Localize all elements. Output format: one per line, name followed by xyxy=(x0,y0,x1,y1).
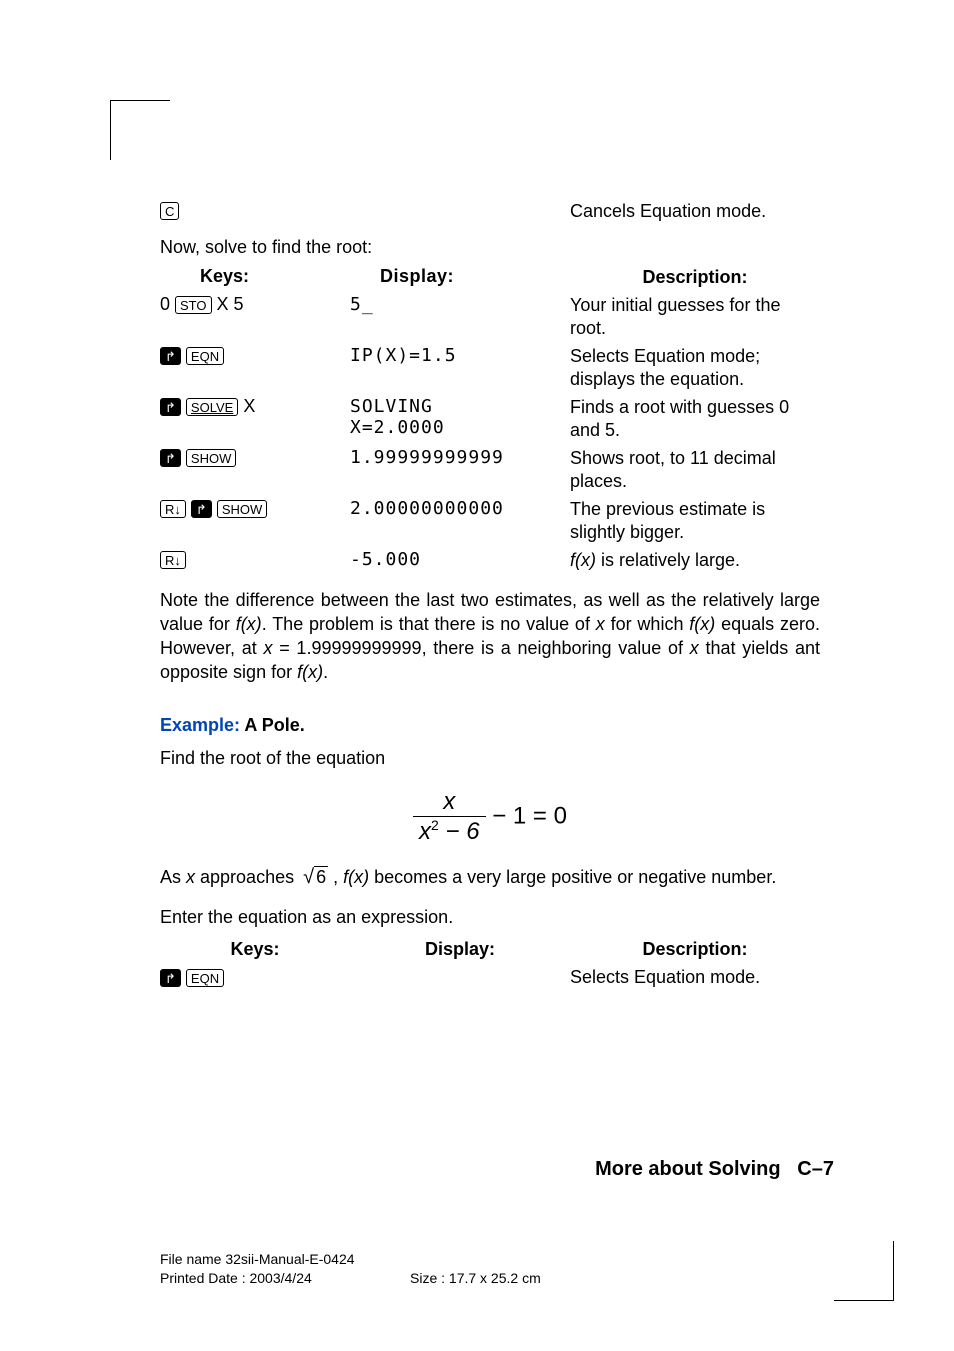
example-intro: Find the root of the equation xyxy=(160,746,820,770)
eqn-key: EQN xyxy=(186,969,224,987)
shift-key-icon: ↱ xyxy=(191,500,212,518)
hdr-keys: Keys: xyxy=(160,266,350,287)
hdr2-display: Display: xyxy=(350,939,570,960)
r4-keys: ↱ SHOW xyxy=(160,447,350,468)
page-footer: More about Solving C–7 xyxy=(595,1158,834,1181)
r2-display: IP(X)=1.5 xyxy=(350,345,570,366)
r1-desc: Your initial guesses for the root. xyxy=(570,294,820,339)
r4-display: 1.99999999999 xyxy=(350,447,570,468)
approach-paragraph: As x approaches 6 , f(x) becomes a very … xyxy=(160,864,820,891)
r2-keys: ↱ EQN xyxy=(160,345,350,366)
solve-key: SOLVE xyxy=(186,398,238,416)
r6-keys: R↓ xyxy=(160,549,350,570)
show-key: SHOW xyxy=(186,449,236,467)
rdown-key: R↓ xyxy=(160,551,186,569)
hdr-description: Description: xyxy=(570,266,820,289)
hdr-display: Display: xyxy=(350,266,570,287)
hdr2-description: Description: xyxy=(570,939,820,960)
show-key: SHOW xyxy=(217,500,267,518)
example-title: A Pole. xyxy=(240,715,305,735)
shift-key-icon: ↱ xyxy=(160,347,181,365)
r3-desc: Finds a root with guesses 0 and 5. xyxy=(570,396,820,441)
cancel-key: C xyxy=(160,200,350,221)
r5-desc: The previous estimate is slightly bigger… xyxy=(570,498,820,543)
r1-keys: 0 STO X 5 xyxy=(160,294,350,315)
equation: x x2 − 6 − 1 = 0 xyxy=(160,788,820,846)
c-key-box: C xyxy=(160,202,179,220)
r5-keys: R↓ ↱ SHOW xyxy=(160,498,350,519)
r4-desc: Shows root, to 11 decimal places. xyxy=(570,447,820,492)
enter-expr: Enter the equation as an expression. xyxy=(160,905,820,929)
r1-display: 5_ xyxy=(350,294,570,315)
hdr2-keys: Keys: xyxy=(160,939,350,960)
shift-key-icon: ↱ xyxy=(160,398,181,416)
shift-key-icon: ↱ xyxy=(160,969,181,987)
r6-display: -5.000 xyxy=(350,549,570,570)
file-footer: File name 32sii-Manual-E-0424 Printed Da… xyxy=(160,1250,541,1289)
r7-desc: Selects Equation mode. xyxy=(570,966,820,989)
eqn-key: EQN xyxy=(186,347,224,365)
rdown-key: R↓ xyxy=(160,500,186,518)
r7-keys: ↱ EQN xyxy=(160,966,350,987)
sto-key: STO xyxy=(175,296,212,314)
cancel-desc: Cancels Equation mode. xyxy=(570,200,820,223)
r3-keys: ↱ SOLVE X xyxy=(160,396,350,417)
r5-display: 2.00000000000 xyxy=(350,498,570,519)
intro-line: Now, solve to find the root: xyxy=(160,237,820,258)
r3-display: SOLVINGX=2.0000 xyxy=(350,396,570,438)
note-paragraph: Note the difference between the last two… xyxy=(160,588,820,685)
shift-key-icon: ↱ xyxy=(160,449,181,467)
r2-desc: Selects Equation mode; displays the equa… xyxy=(570,345,820,390)
r6-desc: f(x) is relatively large. xyxy=(570,549,820,572)
example-label: Example: xyxy=(160,715,240,735)
